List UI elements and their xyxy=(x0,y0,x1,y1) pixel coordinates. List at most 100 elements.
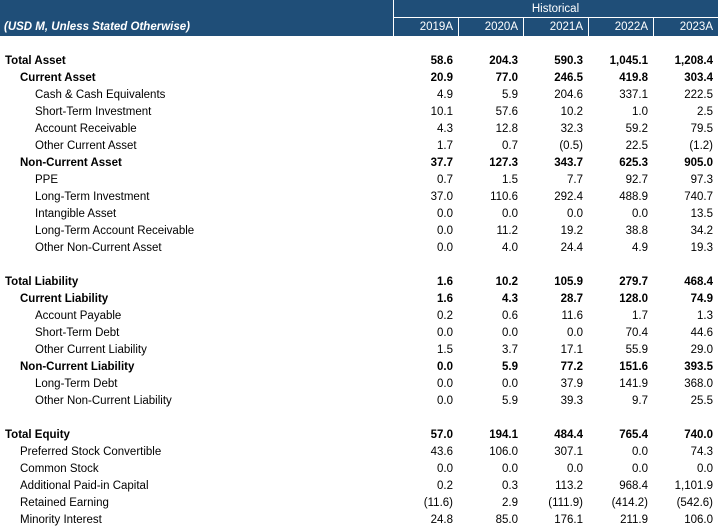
value-cell: 765.4 xyxy=(619,429,648,441)
value-cell: 19.3 xyxy=(690,242,713,254)
value-cell: 488.9 xyxy=(619,191,648,203)
value-cell: 0.0 xyxy=(632,208,648,220)
year-header: 2023A xyxy=(679,21,713,33)
value-cell: 0.0 xyxy=(567,463,583,475)
value-cell: 0.7 xyxy=(502,140,518,152)
value-cell: 5.9 xyxy=(502,89,518,101)
value-cell: (11.6) xyxy=(423,497,453,509)
value-cell: 25.5 xyxy=(690,395,713,407)
value-cell: 22.5 xyxy=(625,140,648,152)
row-label: Long-Term Debt xyxy=(35,378,118,390)
value-cell: 0.0 xyxy=(437,208,453,220)
value-cell: 1,045.1 xyxy=(609,55,648,67)
value-cell: 11.6 xyxy=(561,310,583,322)
value-cell: 905.0 xyxy=(684,157,713,169)
value-cell: 44.6 xyxy=(690,327,713,339)
row-label: Other Non-Current Asset xyxy=(35,242,162,254)
value-cell: 17.1 xyxy=(560,344,583,356)
value-cell: 0.7 xyxy=(437,174,453,186)
value-cell: 10.2 xyxy=(560,106,583,118)
value-cell: 0.2 xyxy=(437,480,453,492)
value-cell: 1,101.9 xyxy=(674,480,713,492)
value-cell: 0.0 xyxy=(437,463,453,475)
row-label: Short-Term Investment xyxy=(35,106,152,118)
value-cell: 1.6 xyxy=(437,293,453,305)
value-cell: 1.0 xyxy=(632,106,648,118)
row-label: Non-Current Asset xyxy=(20,157,122,169)
value-cell: 29.0 xyxy=(690,344,713,356)
value-cell: 1.7 xyxy=(437,140,453,152)
value-cell: 307.1 xyxy=(554,446,583,458)
value-cell: 740.0 xyxy=(684,429,713,441)
value-cell: 70.4 xyxy=(625,327,648,339)
value-cell: 211.9 xyxy=(620,514,648,526)
value-cell: 106.0 xyxy=(489,446,518,458)
value-cell: 0.0 xyxy=(437,378,453,390)
value-cell: 128.0 xyxy=(619,293,648,305)
value-cell: 222.5 xyxy=(684,89,713,101)
value-cell: 0.0 xyxy=(502,208,518,220)
value-cell: 343.7 xyxy=(554,157,583,169)
value-cell: 0.0 xyxy=(437,395,453,407)
value-cell: 303.4 xyxy=(684,72,713,84)
value-cell: (1.2) xyxy=(689,140,713,152)
column-divider xyxy=(523,18,524,36)
value-cell: 337.1 xyxy=(619,89,648,101)
value-cell: 625.3 xyxy=(619,157,648,169)
value-cell: 74.3 xyxy=(690,446,713,458)
value-cell: 0.0 xyxy=(632,446,648,458)
value-cell: 9.7 xyxy=(632,395,648,407)
row-label: Other Non-Current Liability xyxy=(35,395,172,407)
value-cell: 43.6 xyxy=(430,446,453,458)
value-cell: 484.4 xyxy=(554,429,583,441)
value-cell: 968.4 xyxy=(619,480,648,492)
value-cell: 10.2 xyxy=(495,276,518,288)
value-cell: 113.2 xyxy=(555,480,583,492)
value-cell: 194.1 xyxy=(489,429,518,441)
value-cell: 37.9 xyxy=(560,378,583,390)
value-cell: 0.0 xyxy=(437,225,453,237)
value-cell: 24.4 xyxy=(560,242,583,254)
value-cell: 204.3 xyxy=(489,55,518,67)
value-cell: 0.0 xyxy=(502,463,518,475)
value-cell: 468.4 xyxy=(684,276,713,288)
value-cell: 57.0 xyxy=(430,429,453,441)
row-label: Long-Term Account Receivable xyxy=(35,225,195,237)
value-cell: 0.0 xyxy=(567,208,583,220)
value-cell: 0.3 xyxy=(502,480,518,492)
value-cell: 28.7 xyxy=(560,293,583,305)
value-cell: 77.2 xyxy=(560,361,583,373)
value-cell: 0.0 xyxy=(567,327,583,339)
value-cell: 2.5 xyxy=(697,106,713,118)
value-cell: 5.9 xyxy=(502,395,518,407)
value-cell: 37.0 xyxy=(430,191,453,203)
value-cell: 4.3 xyxy=(437,123,453,135)
column-divider xyxy=(653,18,654,36)
value-cell: 34.2 xyxy=(690,225,713,237)
row-label: PPE xyxy=(35,174,59,186)
value-cell: 59.2 xyxy=(625,123,648,135)
row-label: Preferred Stock Convertible xyxy=(20,446,162,458)
value-cell: 58.6 xyxy=(430,55,453,67)
column-divider xyxy=(588,18,589,36)
row-label: Short-Term Debt xyxy=(35,327,120,339)
row-label: Cash & Cash Equivalents xyxy=(35,89,166,101)
value-cell: 246.5 xyxy=(554,72,583,84)
row-label: Total Equity xyxy=(5,429,70,441)
group-label: Historical xyxy=(531,3,580,15)
value-cell: 151.6 xyxy=(619,361,648,373)
column-divider xyxy=(393,0,394,36)
value-cell: 0.0 xyxy=(502,327,518,339)
year-header: 2020A xyxy=(484,21,518,33)
value-cell: 57.6 xyxy=(495,106,518,118)
value-cell: 79.5 xyxy=(690,123,713,135)
units-label: (USD M, Unless Stated Otherwise) xyxy=(4,21,190,33)
value-cell: 97.3 xyxy=(690,174,713,186)
row-label: Other Current Liability xyxy=(35,344,147,356)
value-cell: 39.3 xyxy=(560,395,583,407)
value-cell: 0.0 xyxy=(437,327,453,339)
row-label: Current Liability xyxy=(20,293,109,305)
value-cell: 0.6 xyxy=(502,310,518,322)
value-cell: 5.9 xyxy=(502,361,518,373)
